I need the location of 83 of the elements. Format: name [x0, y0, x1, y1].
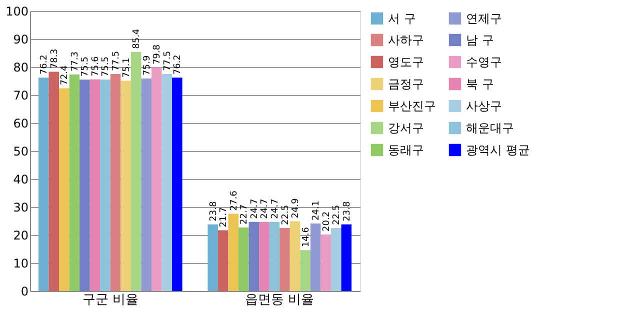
x-tick-label: 구군 비율	[82, 292, 138, 308]
legend-label: 연제구	[466, 11, 502, 26]
data-label: 76.2	[40, 54, 50, 75]
y-tick-label: 20	[13, 228, 28, 242]
data-label: 75.6	[90, 56, 101, 76]
data-label: 22.7	[240, 204, 250, 224]
data-label: 78.3	[50, 48, 60, 69]
data-label: 77.3	[70, 52, 80, 72]
data-label: 75.5	[80, 56, 91, 77]
bar	[162, 74, 172, 291]
bar	[248, 222, 260, 291]
bar	[259, 222, 270, 291]
legend-label: 북 구	[466, 77, 494, 91]
data-label: 77.5	[112, 50, 122, 71]
data-label: 24.9	[291, 198, 302, 218]
legend-label: 강서구	[388, 121, 424, 135]
bar	[310, 224, 321, 291]
data-label: 24.1	[312, 200, 322, 221]
data-label: 24.7	[260, 198, 270, 219]
bar	[130, 52, 142, 291]
legend-label: 수영구	[466, 55, 502, 69]
bar	[341, 224, 352, 291]
data-label: 22.5	[280, 204, 291, 225]
data-label: 75.5	[101, 56, 112, 77]
x-tick-label: 읍면동 비율	[245, 292, 314, 308]
bar	[269, 222, 280, 291]
y-tick-label: 0	[20, 284, 28, 298]
legend-label: 서 구	[388, 11, 416, 26]
data-label: 85.4	[132, 28, 142, 49]
bar	[300, 250, 310, 291]
bar	[280, 228, 290, 291]
bar	[80, 80, 90, 291]
legend-label: 사상구	[466, 99, 502, 113]
data-label: 79.8	[152, 44, 163, 65]
bar	[59, 88, 70, 291]
bar	[151, 68, 162, 291]
y-tick-label: 30	[13, 200, 28, 214]
y-tick-label: 90	[13, 32, 28, 46]
bar	[69, 74, 80, 291]
bar	[100, 80, 110, 291]
bar	[172, 78, 182, 291]
bar	[90, 79, 100, 291]
bar	[218, 230, 228, 291]
bar	[141, 78, 152, 291]
legend-label: 남 구	[466, 33, 494, 47]
bar	[238, 227, 249, 291]
data-label: 14.6	[301, 226, 312, 248]
y-tick-label: 60	[13, 116, 28, 130]
y-tick-label: 80	[13, 60, 28, 74]
data-label: 22.5	[332, 204, 342, 225]
y-tick-label: 40	[13, 172, 28, 186]
data-label: 77.5	[162, 50, 173, 71]
data-label: 27.6	[229, 190, 240, 211]
data-label: 76.2	[173, 54, 184, 75]
data-label: 72.4	[60, 64, 70, 86]
data-label: 75.1	[122, 58, 132, 78]
y-tick-label: 100	[6, 4, 28, 18]
bar	[38, 78, 49, 291]
bar	[120, 80, 131, 291]
data-label: 21.7	[219, 207, 230, 228]
y-tick-label: 50	[13, 144, 28, 158]
data-label: 75.9	[142, 55, 152, 76]
data-label: 24.7	[250, 198, 260, 219]
legend-label: 해운대구	[466, 121, 514, 135]
bar	[320, 234, 331, 291]
bar	[290, 221, 300, 291]
data-label: 20.2	[322, 211, 332, 232]
legend-label: 광역시 평균	[466, 143, 530, 157]
legend-label: 부산진구	[388, 99, 436, 113]
bar	[48, 72, 60, 291]
legend-label: 동래구	[388, 143, 424, 157]
legend-label: 사하구	[388, 33, 424, 47]
legend-label: 영도구	[388, 55, 424, 69]
bar	[208, 224, 218, 291]
bar	[228, 214, 239, 291]
bar	[110, 74, 121, 291]
data-label: 23.8	[208, 201, 219, 222]
data-label: 24.7	[270, 198, 280, 219]
y-tick-label: 10	[13, 256, 28, 270]
data-label: 23.8	[342, 201, 352, 222]
y-tick-label: 70	[13, 88, 28, 102]
legend-label: 금정구	[388, 77, 424, 91]
bar	[330, 228, 342, 291]
